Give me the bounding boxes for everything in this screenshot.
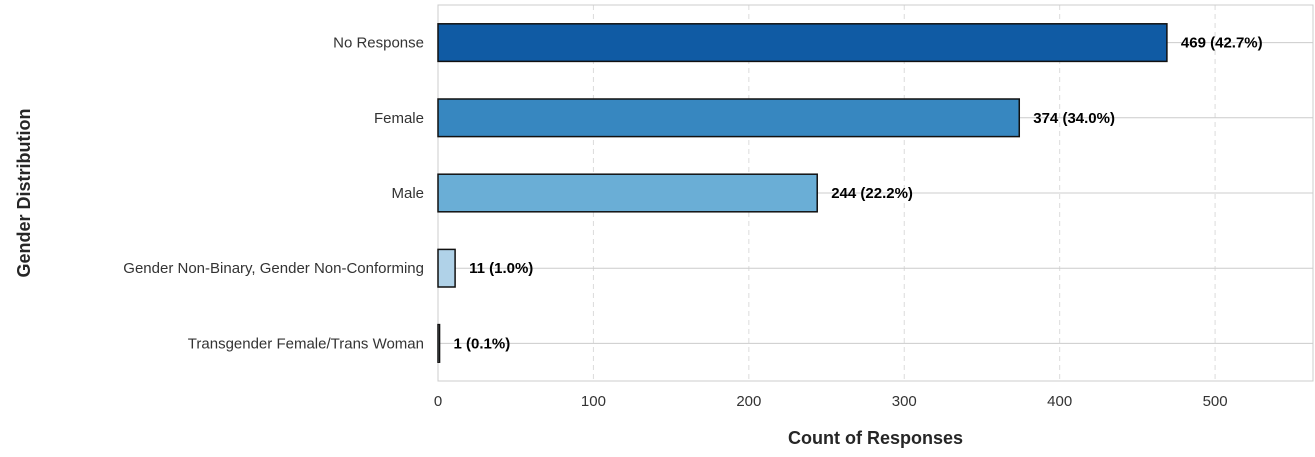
x-axis-title: Count of Responses <box>788 428 963 448</box>
category-label: Female <box>374 110 424 127</box>
data-label: 1 (0.1%) <box>454 335 511 352</box>
x-tick-label: 200 <box>736 393 761 410</box>
bar <box>437 173 818 213</box>
category-label: Male <box>391 185 424 202</box>
data-label: 374 (34.0%) <box>1033 110 1115 127</box>
bar <box>437 23 1168 63</box>
bars <box>437 23 1168 363</box>
x-tick-label: 400 <box>1047 393 1072 410</box>
x-tick-label: 100 <box>581 393 606 410</box>
data-labels: 469 (42.7%) 374 (34.0%) 244 (22.2%) 11 (1.0… <box>454 35 1263 353</box>
bar <box>437 248 456 288</box>
bar <box>437 98 1021 138</box>
x-tick-labels: 0 100 200 300 400 500 <box>434 393 1228 410</box>
data-label: 244 (22.2%) <box>831 185 913 202</box>
category-label: Transgender Female/Trans Woman <box>188 335 424 352</box>
data-label: 11 (1.0%) <box>469 260 533 277</box>
x-tick-label: 500 <box>1203 393 1228 410</box>
bar <box>437 323 441 363</box>
category-label: No Response <box>333 35 424 52</box>
x-tick-label: 0 <box>434 393 442 410</box>
data-label: 469 (42.7%) <box>1181 35 1263 52</box>
y-axis-title: Gender Distribution <box>14 108 34 277</box>
category-label: Gender Non-Binary, Gender Non-Conforming <box>123 260 424 277</box>
x-tick-label: 300 <box>892 393 917 410</box>
category-labels: No Response Female Male Gender Non-Binary, … <box>123 35 424 353</box>
